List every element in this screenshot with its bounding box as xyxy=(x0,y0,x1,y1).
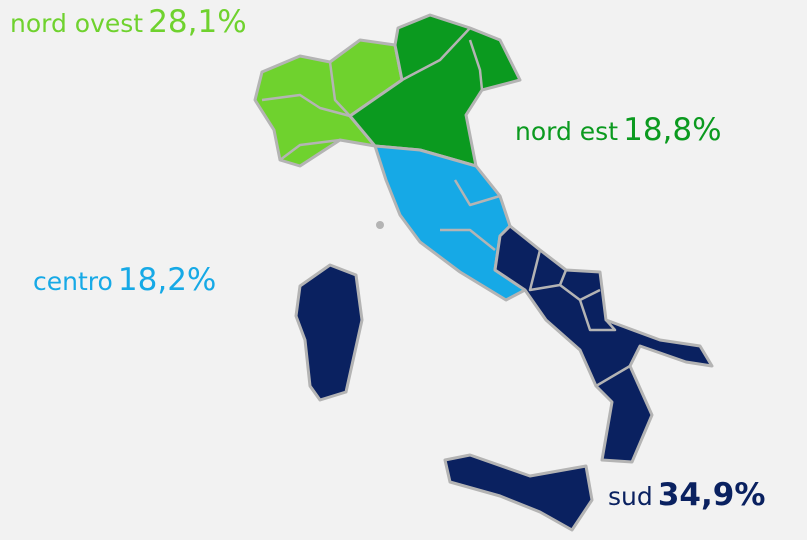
region-name: centro xyxy=(33,267,113,296)
region-name: nord ovest xyxy=(10,9,143,38)
border xyxy=(528,249,568,292)
border xyxy=(578,299,617,332)
region-name: sud xyxy=(608,482,653,511)
label-nord-ovest: nord ovest 28,1% xyxy=(10,4,247,40)
border xyxy=(468,39,484,91)
italy-map xyxy=(253,13,714,532)
label-nord-est: nord est 18,8% xyxy=(515,112,722,148)
label-sud: sud 34,9% xyxy=(608,477,765,513)
border xyxy=(279,138,341,161)
border xyxy=(440,228,496,251)
border xyxy=(401,27,471,82)
region-sud-sicilia xyxy=(443,453,594,532)
region-share: 34,9% xyxy=(658,477,766,513)
region-share: 28,1% xyxy=(148,4,246,40)
region-sud xyxy=(493,224,714,464)
region-share: 18,8% xyxy=(623,112,721,148)
region-nord-est xyxy=(348,13,522,168)
border xyxy=(453,179,501,207)
border xyxy=(328,61,351,117)
island-elba xyxy=(376,221,384,229)
region-sud-sardegna xyxy=(294,263,364,402)
region-name: nord est xyxy=(515,117,618,146)
label-centro: centro 18,2% xyxy=(33,262,216,298)
border xyxy=(261,93,351,118)
region-share: 18,2% xyxy=(118,262,216,298)
border xyxy=(595,364,631,388)
